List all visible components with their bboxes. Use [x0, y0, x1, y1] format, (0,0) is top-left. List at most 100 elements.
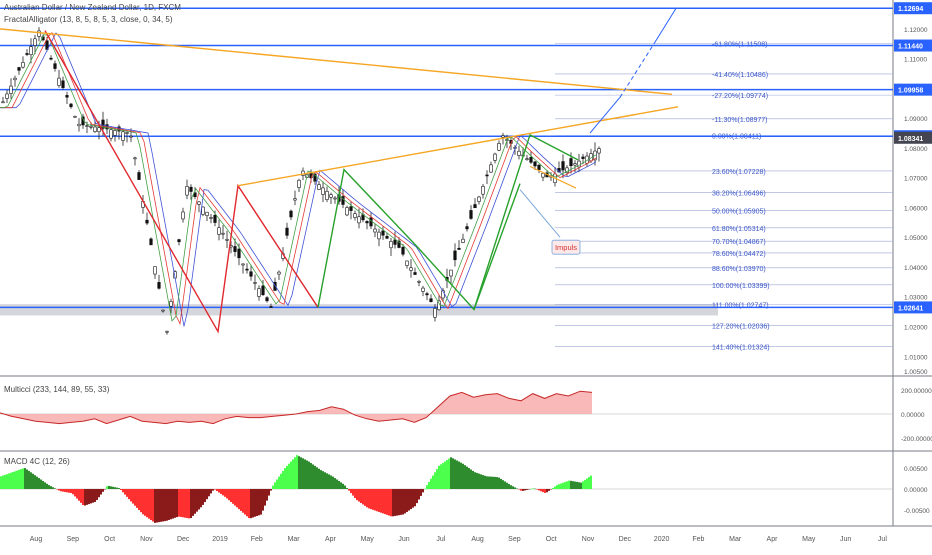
candle-body [213, 214, 217, 223]
macd-histogram-bar [320, 470, 322, 489]
candle-body [321, 187, 325, 195]
candle-body [529, 157, 533, 163]
macd-histogram-bar [210, 489, 212, 494]
macd-histogram-bar [142, 489, 144, 515]
price-level-badge-label: 1.02641 [898, 305, 923, 312]
macd-histogram-bar [452, 458, 454, 489]
time-tick-label: Sep [508, 536, 521, 543]
price-level-badge-label: 1.11440 [898, 44, 923, 51]
macd-histogram-bar [454, 459, 456, 489]
fib-level-label: 50.00%(1.05905) [712, 208, 766, 215]
candle-body [189, 186, 193, 192]
candle-body [397, 240, 401, 248]
macd-histogram-bar [4, 474, 6, 489]
macd-histogram-bar [424, 488, 426, 490]
fib-level-label: 61.80%(1.05314) [712, 226, 766, 233]
candle-body [113, 130, 117, 136]
macd-histogram-bar [172, 489, 174, 519]
macd-histogram-bar [294, 457, 296, 489]
macd-histogram-bar [476, 472, 478, 489]
zigzag-down-line [44, 30, 319, 334]
time-tick-label: Nov [140, 536, 153, 543]
macd-histogram-bar [234, 489, 236, 506]
macd-histogram-bar [80, 489, 82, 503]
macd-histogram-bar [52, 487, 54, 489]
candle-body [225, 239, 229, 241]
macd-histogram-bar [218, 489, 220, 493]
macd-histogram-bar [292, 459, 294, 489]
candle-body [477, 196, 481, 202]
candle-body [29, 46, 33, 56]
candle-body [525, 158, 529, 160]
macd-histogram-bar [412, 489, 414, 508]
macd-histogram-bar [36, 476, 38, 489]
time-tick-label: Sep [67, 536, 80, 543]
macd-histogram-bar [312, 464, 314, 489]
macd-histogram-bar [124, 489, 126, 495]
candle-body [317, 184, 321, 190]
macd-histogram-bar [54, 488, 56, 489]
fib-level-label: 78.60%(1.04472) [712, 251, 766, 258]
macd-histogram-bar [48, 485, 50, 489]
candle-body [217, 227, 221, 235]
callout-pointer [519, 189, 561, 238]
macd-histogram-bar [524, 489, 526, 491]
price-tick-label: 1.12000 [904, 27, 928, 34]
macd-histogram-bar [552, 487, 554, 489]
macd-histogram-bar [332, 476, 334, 489]
macd-histogram-bar [68, 489, 70, 493]
price-tick-label: 1.03000 [904, 295, 928, 302]
macd-histogram-bar [402, 489, 404, 515]
price-tick-label: 1.06000 [904, 205, 928, 212]
macd-histogram-bar [162, 489, 164, 522]
candle-body [425, 293, 429, 296]
macd-histogram-bar [284, 468, 286, 489]
macd-histogram-bar [326, 473, 328, 489]
macd-histogram-bar [544, 489, 546, 493]
symbol-title: Australian Dollar / New Zealand Dollar, … [4, 3, 181, 12]
macd-histogram-bar [346, 488, 348, 489]
candle-body [161, 309, 165, 312]
macd-histogram-bar [296, 455, 298, 489]
candle-body [93, 126, 97, 132]
macd-histogram-bar [530, 488, 532, 490]
candle-body [125, 132, 129, 134]
candle-body [465, 226, 469, 230]
macd-histogram-bar [486, 476, 488, 489]
macd-histogram-bar [150, 489, 152, 521]
time-tick-label: Jun [398, 536, 409, 543]
candle-body [333, 197, 337, 200]
candle-body [493, 153, 497, 161]
macd-histogram-bar [12, 472, 14, 489]
macd-tick-label: -0.00500 [904, 508, 930, 515]
candle-body [193, 192, 197, 197]
price-tick-label: 1.04000 [904, 265, 928, 272]
macd-histogram-bar [538, 489, 540, 491]
macd-histogram-bar [540, 489, 542, 492]
macd-histogram-bar [100, 489, 102, 495]
macd-histogram-bar [220, 489, 222, 494]
projection-arrow-2 [619, 43, 655, 98]
macd-histogram-bar [508, 484, 510, 489]
macd-histogram-bar [498, 477, 500, 489]
macd-histogram-bar [348, 489, 350, 491]
macd-histogram-bar [38, 478, 40, 489]
candle-body [461, 238, 465, 243]
macd-histogram-bar [512, 486, 514, 489]
macd-histogram-bar [480, 474, 482, 489]
candle-body [89, 125, 93, 128]
macd-title: MACD 4C (12, 26) [4, 457, 70, 466]
macd-histogram-bar [286, 465, 288, 489]
candle-body [497, 143, 501, 151]
macd-histogram-bar [514, 487, 516, 489]
macd-histogram-bar [114, 487, 116, 489]
macd-histogram-bar [534, 488, 536, 490]
macd-histogram-bar [588, 477, 590, 489]
macd-histogram-bar [520, 489, 522, 491]
macd-histogram-bar [528, 489, 530, 490]
macd-histogram-bar [158, 489, 160, 523]
macd-histogram-bar [456, 460, 458, 489]
macd-histogram-bar [182, 489, 184, 518]
macd-histogram-bar [266, 489, 268, 501]
